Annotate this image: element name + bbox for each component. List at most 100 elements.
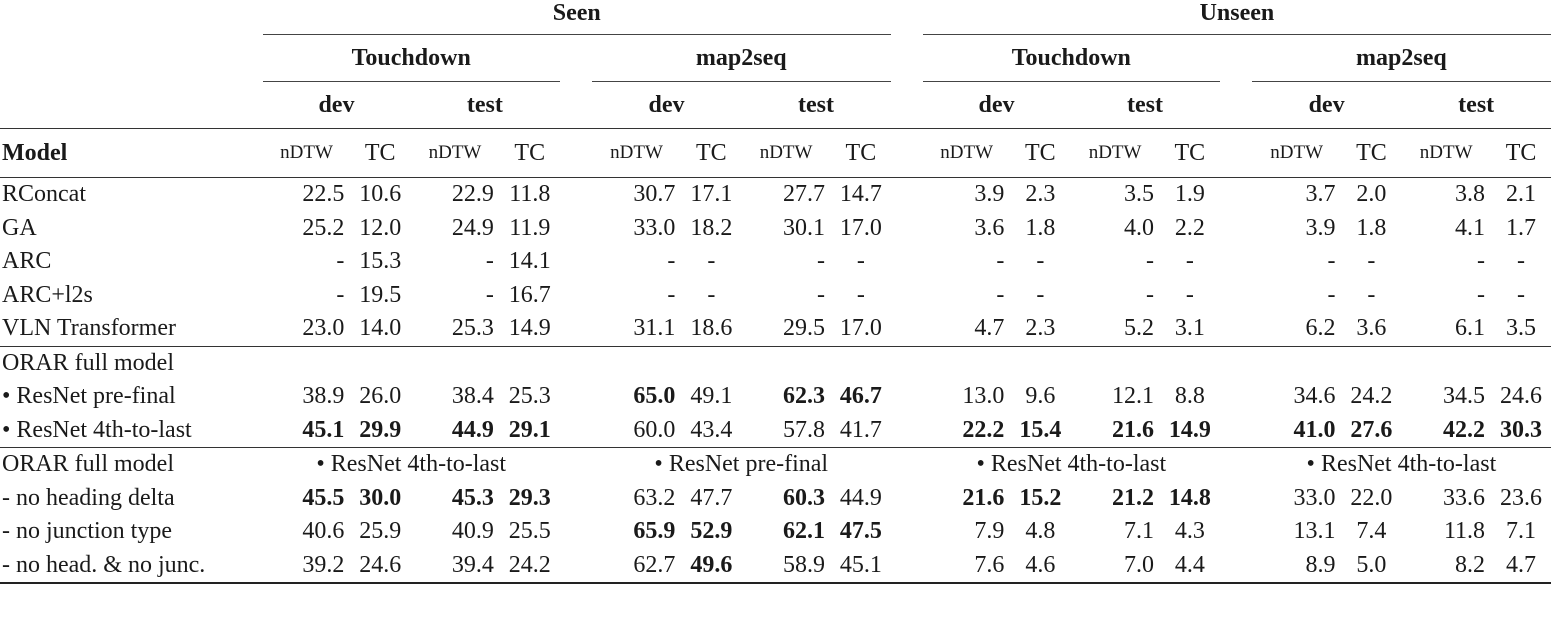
tc-value: 17.0	[839, 315, 882, 342]
ndtw-value: -	[1327, 248, 1336, 275]
ndtw-value: 65.9	[633, 518, 676, 545]
group-title: ORAR full model	[0, 345, 263, 380]
model-name: GA	[2, 214, 37, 241]
tc-value: -	[856, 248, 865, 275]
ndtw-value: 8.2	[1401, 548, 1492, 584]
ablation-backbone-label: • ResNet pre-final	[591, 447, 891, 482]
split-header: test	[1127, 91, 1163, 118]
tc-value: 3.6	[1356, 315, 1387, 342]
dataset-header: map2seq	[1251, 34, 1551, 82]
tc-value: 2.3	[1025, 181, 1056, 208]
ndtw-value: 3.7	[1305, 181, 1336, 208]
metric-tc-header: TC	[830, 128, 891, 178]
ndtw-value: 41.0	[1293, 416, 1336, 443]
tc-value: 25.9	[359, 518, 402, 545]
tc-value: 41.7	[839, 416, 882, 443]
table-row: - no junction type 40.6 25.9 40.9 25.5 65.9 52…	[0, 515, 1551, 549]
tc-value: 17.1	[690, 181, 733, 208]
tc-value: 14.8	[1168, 484, 1211, 511]
ndtw-value: 3.9	[1305, 214, 1336, 241]
dataset-header: Touchdown	[922, 34, 1220, 82]
model-name: ARC+l2s	[2, 281, 93, 308]
ndtw-value: 30.7	[633, 181, 676, 208]
tc-value: -	[1185, 248, 1194, 275]
ndtw-value: -	[1145, 281, 1154, 308]
model-name: VLN Transformer	[2, 315, 176, 342]
table-row: • ResNet pre-final 38.9 26.0 38.4 25.3 65.0 49…	[0, 380, 1551, 414]
tc-value: 7.1	[1506, 518, 1537, 545]
ndtw-value: 44.9	[451, 416, 494, 443]
ablation-backbone-label: • ResNet 4th-to-last	[262, 447, 560, 482]
ndtw-value: 62.3	[782, 383, 825, 410]
ndtw-value: 13.1	[1293, 518, 1336, 545]
tc-value: 24.6	[350, 548, 411, 584]
ndtw-value: 33.0	[633, 214, 676, 241]
ndtw-value: 60.0	[633, 416, 676, 443]
ablation-backbone-label: • ResNet 4th-to-last	[922, 447, 1220, 482]
ndtw-value: 11.8	[1443, 518, 1486, 545]
tc-value: 2.0	[1356, 181, 1387, 208]
split-header: test	[466, 91, 503, 118]
tc-value: 16.7	[508, 281, 551, 308]
ndtw-value: 3.9	[974, 181, 1005, 208]
tc-value: 1.8	[1356, 214, 1387, 241]
ndtw-value: 45.5	[302, 484, 345, 511]
metric-ndtw-header: nDTW	[591, 128, 682, 178]
tc-value: 29.9	[359, 416, 402, 443]
tc-value: 25.3	[508, 383, 551, 410]
tc-value: 1.8	[1025, 214, 1056, 241]
tc-value: 19.5	[359, 281, 402, 308]
ndtw-value: 23.0	[302, 315, 345, 342]
ndtw-value: 25.2	[302, 214, 345, 241]
tc-value: -	[707, 281, 716, 308]
tc-value: -	[1517, 248, 1526, 275]
ndtw-value: 4.7	[974, 315, 1005, 342]
metric-tc-header: TC	[350, 128, 411, 178]
ndtw-value: 7.0	[1070, 548, 1160, 584]
metric-tc-header: TC	[1341, 128, 1402, 178]
ndtw-value: -	[1327, 281, 1336, 308]
ndtw-value: 21.6	[1111, 416, 1154, 443]
tc-value: 15.2	[1019, 484, 1062, 511]
tc-value: 24.2	[1350, 383, 1393, 410]
ndtw-value: 7.6	[922, 548, 1011, 584]
tc-value: -	[1367, 248, 1376, 275]
ndtw-value: 38.4	[451, 383, 494, 410]
metric-tc-header: TC	[681, 128, 742, 178]
ndtw-value: 22.9	[451, 181, 494, 208]
tc-value: 27.6	[1350, 416, 1393, 443]
table-row: ARC -15.3-14.1- - - - - - - - - - - -	[0, 245, 1551, 279]
tc-value: 7.4	[1356, 518, 1387, 545]
tc-value: 4.7	[1491, 548, 1551, 584]
ndtw-value: 40.6	[302, 518, 345, 545]
ndtw-value: 6.1	[1455, 315, 1486, 342]
tc-value: 4.8	[1025, 518, 1056, 545]
ndtw-value: -	[1477, 281, 1486, 308]
split-header: dev	[648, 91, 685, 118]
tc-value: 2.1	[1506, 181, 1537, 208]
model-name: - no head. & no junc.	[0, 548, 263, 584]
table-row: - no head. & no junc. 39.2 24.6 39.4 24.2 62.…	[0, 548, 1551, 584]
tc-value: 14.9	[1168, 416, 1211, 443]
metric-tc-header: TC	[499, 128, 560, 178]
ndtw-value: 25.3	[451, 315, 494, 342]
ndtw-value: 13.0	[962, 383, 1005, 410]
ndtw-value: 8.9	[1251, 548, 1342, 584]
ndtw-value: 7.9	[974, 518, 1005, 545]
dataset-header: Touchdown	[262, 34, 560, 82]
ndtw-value: 4.0	[1123, 214, 1154, 241]
tc-value: 14.0	[359, 315, 402, 342]
tc-value: 45.1	[830, 548, 891, 584]
ndtw-value: 12.1	[1111, 383, 1154, 410]
ndtw-value: 33.6	[1443, 484, 1486, 511]
tc-value: 49.6	[681, 548, 742, 584]
ndtw-value: 38.9	[302, 383, 345, 410]
metric-ndtw-header: nDTW	[1070, 128, 1160, 178]
tc-value: 30.3	[1500, 416, 1543, 443]
table-row: GA 25.2 12.0 24.9 11.9 33.0 18.2 30.1 17.0 3.6 1.8…	[0, 212, 1551, 246]
tc-value: 18.2	[690, 214, 733, 241]
tc-value: 29.1	[508, 416, 551, 443]
tc-value: 2.3	[1025, 315, 1056, 342]
ndtw-value: -	[996, 248, 1005, 275]
metric-tc-header: TC	[1159, 128, 1220, 178]
